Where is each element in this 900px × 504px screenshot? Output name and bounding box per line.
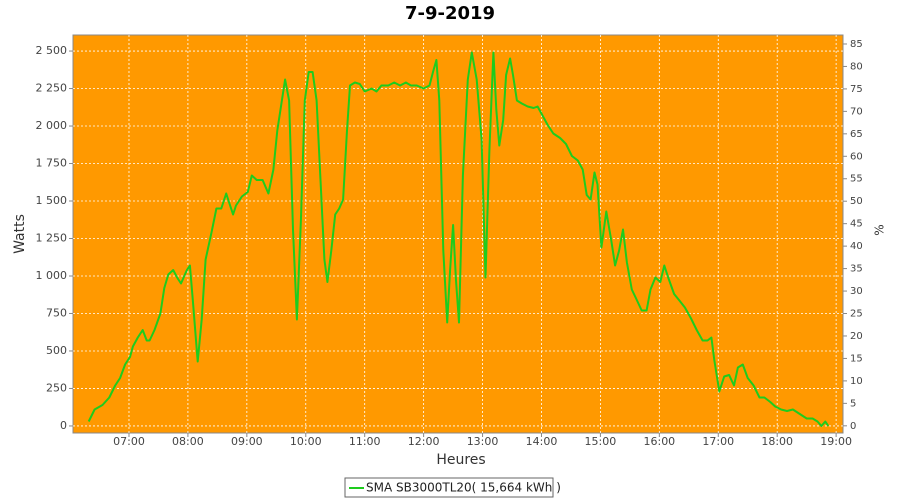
y2-tick-label: 70 (850, 106, 863, 117)
y-tick-label: 250 (46, 381, 67, 394)
y2-tick-label: 30 (850, 286, 863, 297)
y2-tick-label: 80 (850, 61, 863, 72)
x-tick-label: 12:00 (408, 435, 440, 448)
y2-tick-label: 65 (850, 129, 863, 140)
data-line (87, 51, 830, 427)
y-tick-label: 1 250 (36, 231, 68, 244)
y2-tick-label: 5 (850, 398, 856, 409)
y2-tick-label: 45 (850, 219, 863, 230)
y2-axis-label: % (873, 224, 887, 235)
y-tick-label: 2 000 (36, 119, 68, 132)
y-tick-label: 750 (46, 306, 67, 319)
y-tick-label: 1 000 (36, 269, 68, 282)
x-tick-label: 08:00 (172, 435, 204, 448)
y2-tick-label: 0 (850, 421, 856, 432)
y2-tick-label: 50 (850, 196, 863, 207)
y2-tick-label: 55 (850, 174, 863, 185)
y2-tick-label: 25 (850, 309, 863, 320)
y-tick-label: 500 (46, 344, 67, 357)
x-tick-label: 16:00 (643, 435, 675, 448)
x-tick-label: 11:00 (349, 435, 381, 448)
x-axis-label: Heures (436, 452, 485, 468)
x-tick-label: 15:00 (585, 435, 617, 448)
y-tick-label: 2 250 (36, 82, 68, 95)
y2-tick-label: 20 (850, 331, 863, 342)
legend-label: SMA SB3000TL20( 15,664 kWh ) (366, 481, 561, 495)
x-tick-label: 13:00 (467, 435, 499, 448)
x-tick-label: 19:00 (820, 435, 852, 448)
legend (344, 477, 554, 498)
y-tick-label: 1 500 (36, 194, 68, 207)
x-tick-label: 07:00 (113, 435, 145, 448)
x-tick-label: 14:00 (526, 435, 558, 448)
y-tick-label: 1 750 (36, 157, 68, 170)
x-tick-label: 17:00 (702, 435, 734, 448)
y-tick-label: 2 500 (36, 44, 68, 57)
y2-tick-label: 35 (850, 264, 863, 275)
x-tick-label: 18:00 (761, 435, 793, 448)
y-tick-label: 0 (60, 419, 67, 432)
y2-tick-label: 60 (850, 151, 863, 162)
y-axis-label: Watts (12, 214, 28, 254)
plot-area (72, 34, 844, 434)
x-tick-label: 09:00 (231, 435, 263, 448)
x-tick-label: 10:00 (290, 435, 322, 448)
y2-tick-label: 75 (850, 84, 863, 95)
chart-title: 7-9-2019 (405, 3, 495, 24)
y2-tick-label: 85 (850, 39, 863, 50)
y2-tick-label: 40 (850, 241, 863, 252)
y2-tick-label: 15 (850, 353, 863, 364)
y2-tick-label: 10 (850, 376, 863, 387)
